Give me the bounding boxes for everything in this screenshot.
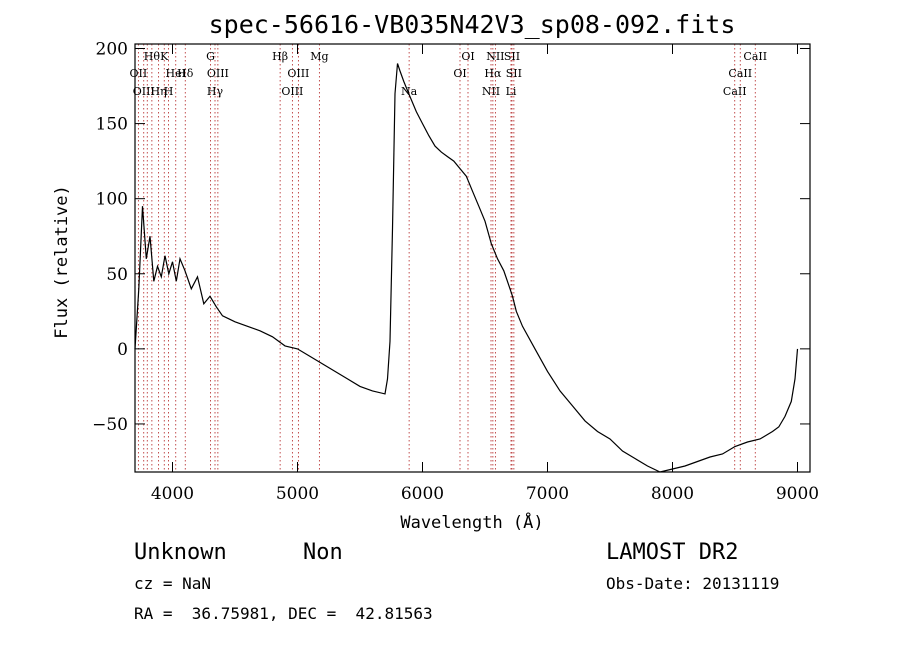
spectral-line-label: OIII xyxy=(287,67,309,80)
x-tick-label: 8000 xyxy=(651,484,694,504)
x-axis-ticks: 4000 5000 6000 7000 8000 9000 xyxy=(151,44,819,504)
spectral-line-label: Hβ xyxy=(272,50,288,63)
spectral-line-label: K xyxy=(160,50,169,63)
y-tick-label: 0 xyxy=(117,340,128,360)
spectral-line-label: SII xyxy=(506,67,522,80)
spectral-line-label: Hα xyxy=(484,67,502,80)
y-tick-label: 150 xyxy=(96,115,128,135)
spectral-line-label: Hδ xyxy=(177,67,194,80)
spectral-line-label: CaII xyxy=(743,50,767,63)
spectral-line-label: Hγ xyxy=(207,85,224,98)
spectral-line-label: H xyxy=(164,85,174,98)
spectral-line-label: OIII xyxy=(133,85,155,98)
y-tick-label: −50 xyxy=(92,415,128,435)
spectral-line-label: OII xyxy=(130,67,148,80)
object-subclass: Non xyxy=(303,540,343,565)
spectral-line-label: CaII xyxy=(728,67,752,80)
x-tick-label: 7000 xyxy=(526,484,569,504)
spectral-line-label: OI xyxy=(461,50,474,63)
y-axis-label: Flux (relative) xyxy=(52,185,72,339)
y-axis-ticks: −50 0 50 100 150 200 xyxy=(92,40,810,435)
y-tick-label: 100 xyxy=(96,190,128,210)
spectral-line-markers xyxy=(137,44,756,472)
x-tick-label: 6000 xyxy=(401,484,444,504)
spectral-line-label: OIII xyxy=(281,85,303,98)
chart-title: spec-56616-VB035N42V3_sp08-092.fits xyxy=(209,10,736,39)
spectral-line-label: OIII xyxy=(207,67,229,80)
spectral-line-label: NII xyxy=(486,50,504,63)
spectral-line-label: Hθ xyxy=(144,50,161,63)
y-tick-label: 200 xyxy=(96,40,128,60)
survey-name: LAMOST DR2 xyxy=(606,540,738,565)
x-tick-label: 5000 xyxy=(276,484,319,504)
spectral-line-label: OI xyxy=(453,67,466,80)
x-tick-label: 9000 xyxy=(776,484,819,504)
spectral-line-label: NII xyxy=(482,85,500,98)
spectral-line-label: CaII xyxy=(723,85,747,98)
x-axis-label: Wavelength (Å) xyxy=(400,511,543,533)
spectral-line-label: Na xyxy=(401,85,418,98)
observation-date: Obs-Date: 20131119 xyxy=(606,574,779,593)
ra-dec-coordinates: RA = 36.75981, DEC = 42.81563 xyxy=(134,604,433,623)
spectrum-series-line xyxy=(134,63,799,473)
spectral-line-labels: OIIOIIIHθHηKHHeIHδGHγOIIIHβOIIIOIIIMgNaO… xyxy=(130,50,768,98)
x-tick-label: 4000 xyxy=(151,484,194,504)
spectral-line-label: Mg xyxy=(310,50,328,63)
plot-frame xyxy=(134,43,811,473)
spectral-line-label: Li xyxy=(506,85,517,98)
y-tick-label: 50 xyxy=(106,265,128,285)
spectral-line-label: SII xyxy=(504,50,520,63)
spectral-line-label: G xyxy=(206,50,215,63)
spectral-line-label: Hη xyxy=(151,85,167,98)
object-class: Unknown xyxy=(134,540,227,565)
redshift-cz: cz = NaN xyxy=(134,574,211,593)
spectral-line-label: HeI xyxy=(166,67,186,80)
